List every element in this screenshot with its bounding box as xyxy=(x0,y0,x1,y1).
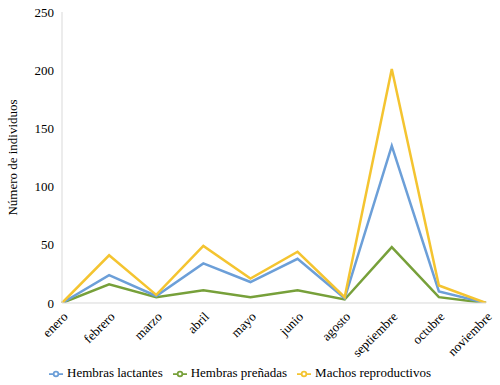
svg-text:0: 0 xyxy=(48,296,55,311)
svg-text:febrero: febrero xyxy=(81,309,118,346)
html-text:Hembras lactantes: Hembras lactantes xyxy=(67,365,163,380)
svg-text:Número de individuos: Número de individuos xyxy=(8,99,20,215)
svg-text:septiembre: septiembre xyxy=(349,309,400,360)
svg-text:250: 250 xyxy=(35,5,55,20)
svg-text:200: 200 xyxy=(35,63,55,78)
svg-text:mayo: mayo xyxy=(228,309,259,340)
svg-text:100: 100 xyxy=(35,179,55,194)
svg-text:150: 150 xyxy=(35,121,55,136)
svg-text:marzo: marzo xyxy=(131,309,165,343)
svg-text:50: 50 xyxy=(41,237,54,252)
html-text:Machos reproductivos: Machos reproductivos xyxy=(315,365,431,380)
svg-text:abril: abril xyxy=(185,309,213,337)
html-text:Hembras preñadas: Hembras preñadas xyxy=(190,365,288,380)
svg-text:junio: junio xyxy=(276,309,306,339)
svg-text:agosto: agosto xyxy=(319,309,354,344)
svg-text:enero: enero xyxy=(40,309,71,340)
svg-text:noviembre: noviembre xyxy=(445,309,492,359)
svg-text:octubre: octubre xyxy=(409,309,447,347)
